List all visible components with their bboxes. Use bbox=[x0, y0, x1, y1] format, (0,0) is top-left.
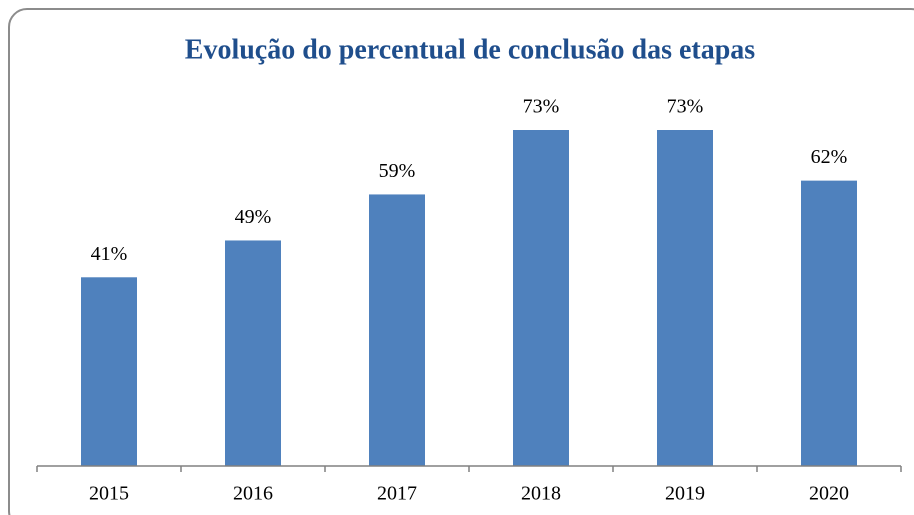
data-label: 59% bbox=[379, 160, 416, 182]
data-label: 41% bbox=[91, 243, 128, 265]
x-tick-label: 2019 bbox=[665, 483, 705, 505]
data-label: 62% bbox=[811, 146, 848, 168]
x-tick-label: 2017 bbox=[377, 483, 417, 505]
x-tick-label: 2015 bbox=[89, 483, 129, 505]
data-label: 73% bbox=[667, 96, 704, 118]
bar bbox=[369, 194, 425, 466]
data-label: 73% bbox=[523, 96, 560, 118]
x-tick-label: 2018 bbox=[521, 483, 561, 505]
chart-frame bbox=[8, 8, 914, 515]
bar bbox=[801, 180, 857, 467]
bar bbox=[81, 277, 137, 466]
bar bbox=[657, 130, 713, 466]
chart-title: Evolução do percentual de conclusão das … bbox=[185, 34, 756, 65]
bar bbox=[225, 240, 281, 466]
bar bbox=[513, 130, 569, 466]
x-tick-label: 2020 bbox=[809, 483, 849, 505]
x-tick-label: 2016 bbox=[233, 483, 273, 505]
data-label: 49% bbox=[235, 206, 272, 228]
